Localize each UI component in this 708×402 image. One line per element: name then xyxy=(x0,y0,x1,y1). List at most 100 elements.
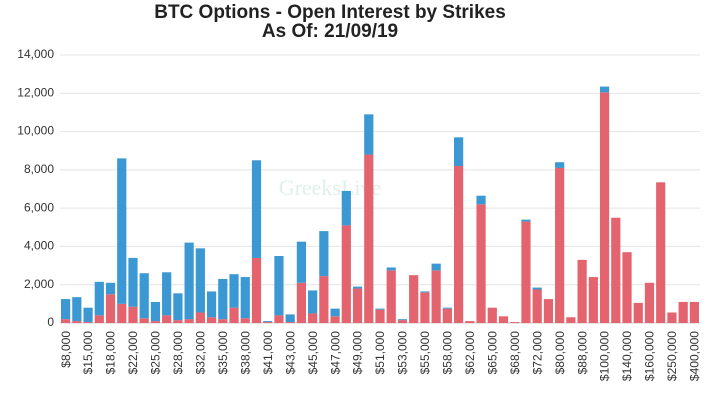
bar-segment xyxy=(229,307,239,323)
bar-segment xyxy=(128,306,138,323)
bar-segment xyxy=(689,301,699,323)
bar-segment xyxy=(521,219,531,222)
bar-segment xyxy=(510,322,520,323)
bar-segment xyxy=(667,312,677,323)
chart-subtitle: As Of: 21/09/19 xyxy=(262,21,398,42)
bar-segment xyxy=(72,297,82,322)
x-tick-label: $25,000 xyxy=(149,331,163,375)
bar-segment xyxy=(195,312,205,323)
bar-segment xyxy=(72,321,82,323)
bar-segment xyxy=(105,294,116,323)
bar-segment xyxy=(555,167,565,323)
bar-segment xyxy=(139,273,149,319)
bar-segment xyxy=(94,315,104,323)
bar-segment xyxy=(532,289,542,323)
bar-segment xyxy=(274,315,284,323)
bar-segment xyxy=(150,301,161,322)
bar-segment xyxy=(173,293,183,321)
x-tick-label: $100,000 xyxy=(598,331,612,381)
x-tick-label: $32,000 xyxy=(194,331,208,375)
bar-segment xyxy=(453,137,464,167)
x-tick-label: $45,000 xyxy=(306,331,320,375)
bar-segment xyxy=(566,317,576,323)
y-tick-label: 10,000 xyxy=(17,124,54,138)
bar-segment xyxy=(308,313,318,323)
bar-segment xyxy=(206,291,217,318)
x-tick-label: $18,000 xyxy=(104,331,118,375)
bar-segment xyxy=(83,307,93,323)
bar-segment xyxy=(431,263,441,271)
bar-segment xyxy=(319,276,329,323)
bar-segment xyxy=(263,322,273,323)
x-tick-label: $80,000 xyxy=(553,331,567,375)
bar-segment xyxy=(364,154,374,323)
bar-segment xyxy=(577,259,587,323)
bar-segment xyxy=(431,270,441,323)
x-tick-label: $8,000 xyxy=(59,331,73,368)
chart-title: BTC Options - Open Interest by Strikes xyxy=(154,2,506,23)
bar-segment xyxy=(375,309,385,323)
bar-segment xyxy=(184,319,194,323)
bar-segment xyxy=(240,277,250,319)
y-tick-label: 8,000 xyxy=(24,162,54,176)
bar-segment xyxy=(341,190,351,226)
bar-segment xyxy=(206,317,217,323)
x-tick-label: $55,000 xyxy=(418,331,432,375)
bar-segment xyxy=(94,281,104,316)
bar-segment xyxy=(251,257,262,323)
bar-segment xyxy=(397,320,408,323)
y-tick-label: 14,000 xyxy=(17,47,54,61)
bar-segment xyxy=(397,319,408,321)
bar-segment xyxy=(633,302,643,323)
bar-segment xyxy=(352,286,363,289)
x-tick-label: $53,000 xyxy=(396,331,410,375)
x-tick-label: $250,000 xyxy=(665,331,679,381)
bar-segment xyxy=(195,248,205,313)
bar-segment xyxy=(61,319,71,323)
bar-segment xyxy=(184,242,194,320)
bar-segment xyxy=(117,303,127,323)
y-tick-label: 12,000 xyxy=(17,85,54,99)
bar-segment xyxy=(285,322,295,323)
x-tick-label: $62,000 xyxy=(463,331,477,375)
bar-segment xyxy=(61,299,71,320)
bar-segment xyxy=(599,86,610,93)
bar-segment xyxy=(296,282,307,323)
bar-segment xyxy=(285,314,295,323)
bar-segment xyxy=(352,288,363,323)
bar-segment xyxy=(162,272,172,316)
x-tick-label: $51,000 xyxy=(373,331,387,375)
x-tick-label: $88,000 xyxy=(575,331,589,375)
x-tick-label: $58,000 xyxy=(441,331,455,375)
bar-segment xyxy=(442,307,452,309)
bar-segment xyxy=(229,274,239,308)
bar-segment xyxy=(420,291,430,293)
bar-segment xyxy=(330,316,340,323)
bar-segment xyxy=(386,270,396,323)
x-tick-label: $43,000 xyxy=(283,331,297,375)
bar-segment xyxy=(476,195,486,205)
y-tick-label: 0 xyxy=(47,315,54,329)
bar-segment xyxy=(420,292,430,323)
x-tick-label: $72,000 xyxy=(530,331,544,375)
bar-segment xyxy=(678,301,688,323)
bar-segment xyxy=(105,282,116,295)
bar-segment xyxy=(240,318,250,323)
bar-segment xyxy=(588,277,598,323)
bar-segment xyxy=(173,320,183,323)
x-tick-label: $68,000 xyxy=(508,331,522,375)
x-tick-label: $15,000 xyxy=(81,331,95,375)
bar-segment xyxy=(296,241,307,283)
x-tick-label: $47,000 xyxy=(328,331,342,375)
bar-segment xyxy=(375,308,385,310)
bar-segment xyxy=(611,217,621,323)
x-tick-label: $22,000 xyxy=(126,331,140,375)
bar-segment xyxy=(308,290,318,314)
bar-segment xyxy=(330,308,340,317)
bar-segment xyxy=(532,287,542,290)
x-tick-label: $140,000 xyxy=(620,331,634,381)
x-tick-label: $65,000 xyxy=(485,331,499,375)
bar-segment xyxy=(218,278,228,320)
bar-segment xyxy=(555,162,565,168)
bar-segment xyxy=(83,322,93,323)
